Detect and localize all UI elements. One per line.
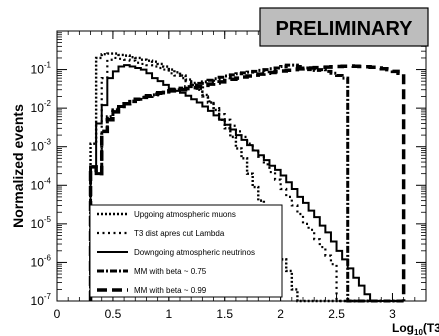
y-tick-exp: -2 (44, 99, 52, 108)
legend-label: MM with beta ~ 0.99 (134, 286, 207, 295)
x-tick-label: 0.5 (105, 307, 122, 321)
y-tick-base: 10 (31, 101, 45, 115)
y-tick-exp: -6 (44, 253, 52, 262)
y-tick-exp: -1 (44, 61, 52, 70)
y-tick-exp: -7 (44, 292, 52, 301)
x-tick-label: 0 (54, 307, 61, 321)
y-tick-label: 10-3 (31, 138, 52, 154)
x-tick-label: 2.5 (328, 307, 345, 321)
x-tick-label: 2 (277, 307, 284, 321)
x-axis-label-main: Log (392, 321, 414, 335)
x-tick-label: 3 (389, 307, 396, 321)
y-tick-label: 10-2 (31, 99, 52, 115)
legend: Upgoing atmospheric muons T3 dist apres c… (90, 205, 282, 297)
x-axis-label: Log10(T3) (392, 321, 439, 336)
y-tick-exp: -3 (44, 138, 52, 147)
y-tick-base: 10 (31, 255, 45, 269)
y-tick-base: 10 (31, 178, 45, 192)
y-tick-base: 10 (31, 217, 45, 231)
y-tick-exp: -4 (44, 176, 52, 185)
y-tick-label: 10-1 (31, 61, 52, 77)
x-tick-label: 1.5 (216, 307, 233, 321)
badge-text: PRELIMINARY (275, 18, 413, 40)
legend-label: Upgoing atmospheric muons (134, 210, 236, 219)
y-tick-exp: -5 (44, 215, 52, 224)
y-tick-base: 10 (31, 140, 45, 154)
y-tick-label: 10-7 (31, 292, 52, 308)
y-tick-label: 10-4 (31, 176, 52, 192)
y-tick-label: 10-5 (31, 215, 52, 231)
legend-label: MM with beta ~ 0.75 (134, 267, 207, 276)
y-tick-base: 10 (31, 63, 45, 77)
x-axis-label-suffix: (T3) (423, 321, 439, 335)
y-tick-label: 10-6 (31, 253, 52, 269)
y-tick-base: 10 (31, 294, 45, 308)
preliminary-badge: PRELIMINARY (260, 8, 428, 46)
y-axis-label: Normalized events (10, 104, 26, 228)
legend-label: T3 dist apres cut Lambda (134, 229, 225, 238)
x-tick-label: 1 (165, 307, 172, 321)
legend-label: Downgoing atmospheric neutrinos (134, 248, 255, 257)
svg-text:Log10(T3): Log10(T3) (392, 321, 439, 336)
